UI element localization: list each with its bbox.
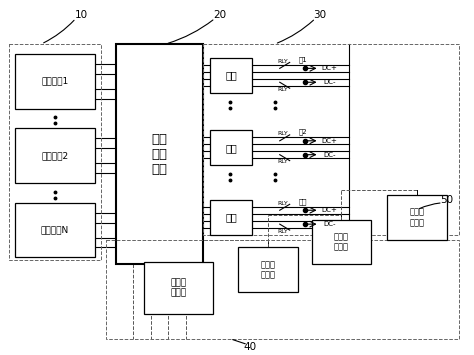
Text: DC-: DC- xyxy=(323,152,336,158)
Bar xyxy=(210,58,252,93)
Text: 枪2: 枪2 xyxy=(298,129,307,135)
Text: 枪多: 枪多 xyxy=(298,198,307,204)
Text: 终端控
制模块: 终端控 制模块 xyxy=(334,232,349,252)
Text: 枪1: 枪1 xyxy=(298,56,307,63)
Text: 电表: 电表 xyxy=(225,70,237,80)
Bar xyxy=(15,129,95,183)
Bar xyxy=(15,203,95,257)
Text: 电源模块N: 电源模块N xyxy=(41,225,69,235)
Text: 电表: 电表 xyxy=(225,212,237,222)
Text: 50: 50 xyxy=(440,195,453,205)
Text: 电表: 电表 xyxy=(225,143,237,153)
Bar xyxy=(15,54,95,109)
Text: RLY: RLY xyxy=(277,159,288,164)
Text: DC-: DC- xyxy=(323,221,336,227)
Bar xyxy=(9,44,101,260)
Bar xyxy=(203,44,459,235)
Text: 20: 20 xyxy=(214,10,227,20)
Text: DC-: DC- xyxy=(323,79,336,85)
Bar xyxy=(311,220,371,264)
Text: 10: 10 xyxy=(74,10,88,20)
Bar xyxy=(387,195,447,240)
Text: DC+: DC+ xyxy=(321,65,337,71)
Text: RLY: RLY xyxy=(277,87,288,92)
Text: 电源模块2: 电源模块2 xyxy=(42,151,69,160)
Bar xyxy=(238,247,298,292)
Bar xyxy=(106,240,459,339)
Text: 40: 40 xyxy=(243,342,256,352)
Text: 终端控
制模块: 终端控 制模块 xyxy=(260,260,275,279)
Text: DC+: DC+ xyxy=(321,138,337,144)
Bar xyxy=(116,44,203,264)
Bar xyxy=(210,200,252,235)
Bar xyxy=(210,130,252,165)
Text: 30: 30 xyxy=(313,10,326,20)
Text: 电源模块1: 电源模块1 xyxy=(41,77,69,86)
Text: DC+: DC+ xyxy=(321,207,337,213)
Text: RLY: RLY xyxy=(277,131,288,136)
Text: RLY: RLY xyxy=(277,229,288,234)
Text: RLY: RLY xyxy=(277,201,288,206)
Text: RLY: RLY xyxy=(277,59,288,64)
Text: 终端控
制模块: 终端控 制模块 xyxy=(410,207,424,227)
Text: 中央控
制模块: 中央控 制模块 xyxy=(170,278,186,298)
Bar xyxy=(144,262,213,314)
Text: 功率
分配
模块: 功率 分配 模块 xyxy=(152,133,167,176)
